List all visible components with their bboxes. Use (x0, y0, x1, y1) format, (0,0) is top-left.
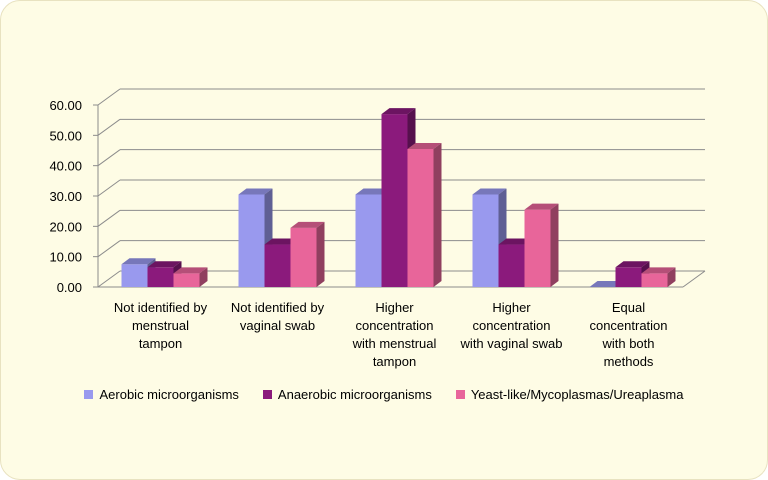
bar-top (355, 188, 390, 195)
x-tick-label-line: Higher (492, 300, 531, 315)
bar-top (290, 221, 325, 228)
x-tick-label-line: Not identified by (231, 300, 325, 315)
side-gridline (97, 179, 121, 197)
bar-front (498, 244, 525, 287)
bar-front (524, 209, 551, 287)
bar (173, 267, 208, 287)
x-tick-label: Equal concentration with both methods (589, 300, 667, 369)
y-tick-label: 60.00 (49, 98, 82, 113)
bar-top (121, 258, 156, 265)
legend-label: Anaerobic microorganisms (277, 387, 432, 402)
bar-top (381, 108, 416, 115)
side-gridline (97, 240, 121, 258)
x-tick-label-line: Not identified by (114, 300, 208, 315)
x-tick-label-line: with menstrual (352, 336, 437, 351)
bar-top (264, 238, 299, 245)
bar-side (199, 267, 208, 287)
bar-front (381, 114, 408, 287)
side-gridline (97, 149, 121, 167)
side-gridline (97, 209, 121, 227)
x-tick-label: Higher concentration with menstrual tampon (352, 300, 437, 369)
x-tick-label-line: tampon (139, 336, 182, 351)
side-gridline (97, 118, 121, 136)
x-tick-label-line: with both (601, 336, 654, 351)
side-gridline (97, 88, 121, 106)
x-tick-label-line: Higher (375, 300, 414, 315)
bar-top (472, 188, 507, 195)
bar (472, 188, 507, 287)
bar-front (641, 273, 668, 287)
x-tick-label-line: with vaginal swab (460, 336, 563, 351)
bar (290, 221, 325, 287)
x-tick-label: Not identified by menstrual tampon (114, 300, 208, 351)
bar-top (147, 261, 182, 268)
legend-item: Yeast-like/Mycoplasmas/Ureaplasma (455, 387, 684, 402)
bar-side (433, 142, 442, 287)
x-tick-label: Higher concentration with vaginal swab (460, 300, 563, 351)
y-tick-label: 40.00 (49, 159, 82, 174)
bars (121, 108, 676, 287)
bar-top (238, 188, 273, 195)
bar (589, 281, 624, 287)
bar-top (589, 281, 624, 287)
bar-front (290, 227, 317, 287)
bar-top (524, 203, 559, 210)
bar-front (264, 244, 291, 287)
floor-edge (682, 270, 706, 288)
bar-top (173, 267, 208, 274)
legend-swatch (84, 390, 94, 399)
bar-side (667, 267, 676, 287)
bar-front (238, 194, 265, 287)
y-tick-label: 10.00 (49, 250, 82, 265)
x-tick-label-line: Equal (612, 300, 645, 315)
y-tick-label: 50.00 (49, 128, 82, 143)
legend-item: Anaerobic microorganisms (262, 387, 432, 402)
bar (641, 267, 676, 287)
bar (524, 203, 559, 287)
y-tick-label: 30.00 (49, 189, 82, 204)
bar-top (641, 267, 676, 274)
bar-front (173, 273, 200, 287)
bar-top (407, 142, 442, 149)
x-tick-label-line: concentration (472, 318, 550, 333)
bar (407, 142, 442, 287)
bar-front (355, 194, 382, 287)
x-tick-label-line: concentration (589, 318, 667, 333)
bar-side (550, 203, 559, 287)
x-tick-label-line: tampon (373, 354, 416, 369)
x-tick-label: Not identified by vaginal swab (231, 300, 325, 333)
x-tick-label-line: menstrual (132, 318, 189, 333)
x-tick-label-line: methods (604, 354, 654, 369)
legend: Aerobic microorganisms Anaerobic microorg… (0, 387, 768, 402)
bar-top (498, 238, 533, 245)
legend-label: Yeast-like/Mycoplasmas/Ureaplasma (470, 387, 684, 402)
bar-front (147, 267, 174, 287)
y-tick-label: 20.00 (49, 219, 82, 234)
side-gridline (97, 270, 121, 288)
bar-top (615, 261, 650, 268)
legend-item: Aerobic microorganisms (84, 387, 239, 402)
legend-swatch (455, 390, 465, 399)
legend-swatch (262, 390, 272, 399)
legend-label: Aerobic microorganisms (99, 387, 239, 402)
bar-front (615, 267, 642, 287)
bar-front (407, 148, 434, 287)
bar-front (472, 194, 499, 287)
bar-front (121, 264, 148, 287)
x-tick-label-line: vaginal swab (240, 318, 315, 333)
x-tick-label-line: concentration (355, 318, 433, 333)
y-tick-label: 0.00 (57, 280, 82, 295)
bar-side (316, 221, 325, 287)
